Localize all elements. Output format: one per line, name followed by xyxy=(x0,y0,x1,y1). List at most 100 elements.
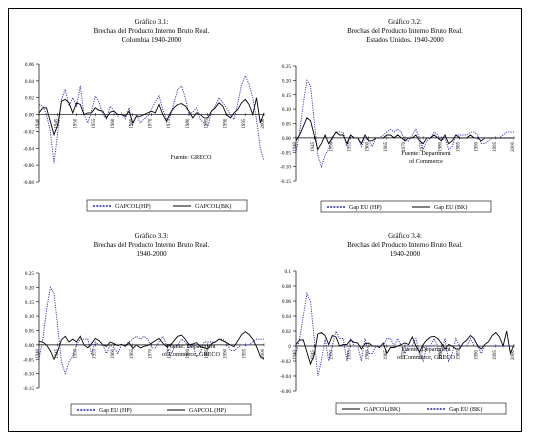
chart-title-line: Brechas del Producto Interno Bruto Real. xyxy=(94,241,210,249)
legend-box xyxy=(70,403,252,416)
x-tick-label: 1965 xyxy=(384,141,389,152)
x-tick-label: 1965 xyxy=(130,348,135,359)
series-line-1 xyxy=(38,74,265,164)
chart-panel-1: Gráfico 3.1:Brechas del Producto Interno… xyxy=(23,18,266,212)
x-tick-label: 1940 xyxy=(293,350,298,361)
legend-label: GAPCOL (HP) xyxy=(189,407,226,414)
legend-label: Gap EU (BK) xyxy=(434,204,467,211)
legend-label: Gap EU (HP) xyxy=(99,407,132,414)
x-tick-label: 1995 xyxy=(242,348,247,359)
series-line-1 xyxy=(38,286,264,376)
x-tick-label: 1960 xyxy=(366,350,371,361)
source-note: Fuente: GRECO xyxy=(170,154,212,161)
source-note-line: Fuente: GRECO xyxy=(170,154,212,161)
source-note-line: of Commerce, GRECO xyxy=(162,351,220,358)
series-line-2 xyxy=(38,97,265,137)
series-line-2 xyxy=(295,117,514,151)
x-tick-label: 1970 xyxy=(402,350,407,361)
x-tick-label: 1965 xyxy=(130,118,135,129)
x-tick-label: 1960 xyxy=(366,141,371,152)
x-tick-label: 2000 xyxy=(511,141,516,152)
x-tick-label: 1955 xyxy=(348,141,353,152)
y-tick-label: 0 xyxy=(288,344,291,350)
x-tick-label: 1975 xyxy=(420,350,425,361)
x-tick-label: 1990 xyxy=(224,118,229,129)
chart-panel-2: Gráfico 3.2:Brechas del Producto Interno… xyxy=(280,18,516,213)
legend: GAPCOL(BK) Gap EU (BK) xyxy=(335,402,507,415)
source-note-line: Fuente: Department xyxy=(401,346,451,353)
y-tick-label: 0.00 xyxy=(282,136,291,142)
chart-panel-3: Gráfico 3.3:Brechas del Producto Interno… xyxy=(23,232,266,416)
y-tick-label: 0.20 xyxy=(25,285,34,291)
chart-3-1: Gráfico 3.1: Brechas del Producto Interno… xyxy=(23,18,516,416)
chart-title-line: Colombia 1940-2000 xyxy=(122,36,182,44)
legend-label: Gap EU (HP) xyxy=(349,204,382,211)
x-tick-label: 1965 xyxy=(384,350,389,361)
y-tick-label: 0.25 xyxy=(282,64,291,70)
y-tick-label: 0.25 xyxy=(25,271,34,277)
x-tick-label: 1945 xyxy=(311,350,316,361)
x-tick-label: 1995 xyxy=(242,118,247,129)
source-note: Fuente: Department of Commerce, GRECO xyxy=(397,346,455,361)
y-tick-label: -0.05 xyxy=(23,357,34,363)
y-tick-label: 0.10 xyxy=(25,314,34,320)
y-tick-label: 0.05 xyxy=(25,329,34,335)
legend-box xyxy=(320,200,492,213)
y-tick-label: -0.10 xyxy=(280,165,291,171)
y-tick-label: -0.02 xyxy=(23,129,34,135)
source-note-line: Fuente: Department xyxy=(401,150,451,157)
x-tick-label: 1980 xyxy=(438,141,443,152)
y-tick-label: 0.06 xyxy=(282,299,291,305)
x-tick-label: 1955 xyxy=(348,350,353,361)
x-tick-label: 1985 xyxy=(205,348,210,359)
chart-title-line: Gráfico 3.2: xyxy=(388,18,422,26)
x-tick-label: 1980 xyxy=(438,350,443,361)
x-tick-label: 1975 xyxy=(420,141,425,152)
y-tick-label: 0.08 xyxy=(282,284,291,290)
legend-label: GAPCOL(BK) xyxy=(364,406,400,413)
x-tick-label: 1970 xyxy=(402,141,407,152)
legend-box xyxy=(335,402,507,415)
x-tick-label: 1940 xyxy=(36,348,41,359)
y-tick-label: -0.08 xyxy=(23,180,34,186)
chart-panel-4: Gráfico 3.4:Brechas del Producto Interno… xyxy=(280,232,516,415)
x-tick-label: 1950 xyxy=(329,350,334,361)
legend: Gap EU (HP) Gap EU (BK) xyxy=(320,200,492,213)
x-tick-label: 1970 xyxy=(149,348,154,359)
x-tick-label: 1975 xyxy=(167,118,172,129)
y-tick-label: -0.06 xyxy=(23,163,34,169)
x-tick-label: 1970 xyxy=(149,118,154,129)
source-note-line: Fuente: Department xyxy=(166,343,216,350)
y-tick-label: 0.10 xyxy=(282,107,291,113)
x-tick-label: 1995 xyxy=(493,350,498,361)
source-note-line: of Commerce xyxy=(409,158,443,165)
y-tick-label: 0.15 xyxy=(282,93,291,99)
chart-title-line: Brechas del Producto Interno Bruto Real. xyxy=(347,241,463,249)
x-tick-label: 1960 xyxy=(111,348,116,359)
x-tick-label: 1945 xyxy=(55,348,60,359)
x-tick-label: 1950 xyxy=(329,141,334,152)
x-tick-label: 1985 xyxy=(457,350,462,361)
legend-label: Gap EU (BK) xyxy=(449,406,482,413)
source-note-line: of Commerce, GRECO xyxy=(397,354,455,361)
legend: Gap EU (HP) GAPCOL (HP) xyxy=(70,403,252,416)
y-tick-label: -0.10 xyxy=(23,372,34,378)
legend-label: GAPCOL(BK) xyxy=(195,203,231,210)
x-tick-label: 1940 xyxy=(36,118,41,129)
y-tick-label: 0.04 xyxy=(25,79,34,85)
chart-title-line: Estados Unidos. 1940-2000 xyxy=(366,36,444,44)
chart-title-line: 1940-2000 xyxy=(390,250,421,258)
chart-title-line: Gráfico 3.1: xyxy=(135,18,169,26)
y-tick-label: -0.02 xyxy=(280,359,291,365)
x-tick-label: 2000 xyxy=(261,348,266,359)
y-tick-label: -0.06 xyxy=(280,389,291,395)
x-tick-label: 1995 xyxy=(493,141,498,152)
series-line-1 xyxy=(295,79,514,169)
chart-title-line: Gráfico 3.4: xyxy=(388,232,422,240)
x-tick-label: 1985 xyxy=(457,141,462,152)
x-tick-label: 1955 xyxy=(92,118,97,129)
y-tick-label: 0.00 xyxy=(25,343,34,349)
y-tick-label: -0.04 xyxy=(280,374,291,380)
y-tick-label: -0.15 xyxy=(280,179,291,185)
x-tick-label: 1940 xyxy=(293,141,298,152)
